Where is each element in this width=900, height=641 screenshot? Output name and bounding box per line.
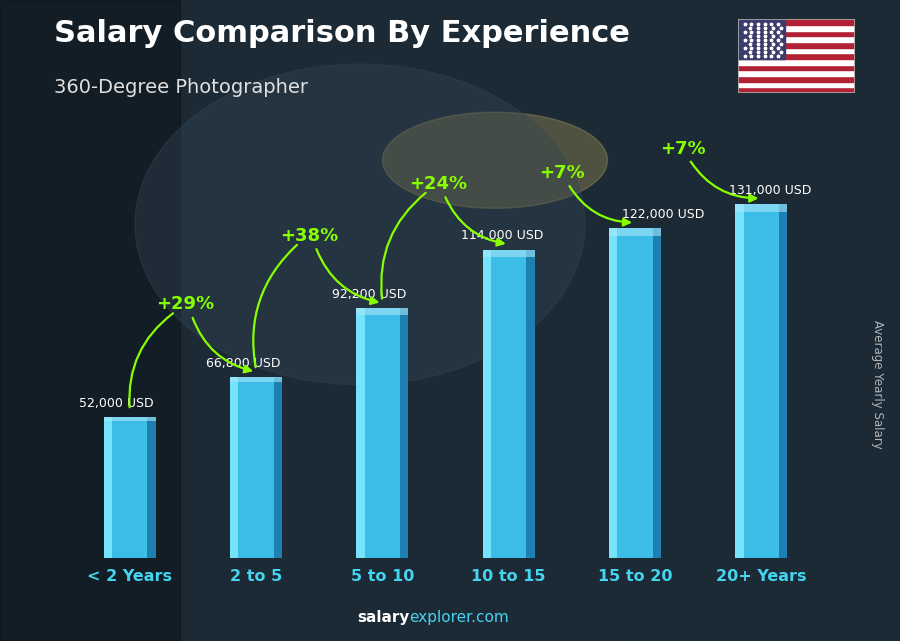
Bar — [148, 417, 156, 558]
Bar — [738, 19, 785, 59]
Text: Salary Comparison By Experience: Salary Comparison By Experience — [54, 19, 630, 48]
Text: 122,000 USD: 122,000 USD — [622, 208, 705, 221]
Text: 360-Degree Photographer: 360-Degree Photographer — [54, 78, 308, 97]
Bar — [230, 377, 282, 558]
Bar — [735, 204, 788, 212]
Bar — [526, 249, 535, 558]
Text: 114,000 USD: 114,000 USD — [461, 229, 543, 242]
Text: +7%: +7% — [660, 140, 706, 158]
Bar — [356, 308, 365, 558]
Bar — [738, 53, 855, 59]
Bar — [400, 308, 409, 558]
Bar — [738, 47, 855, 53]
Bar — [356, 308, 409, 558]
Text: explorer.com: explorer.com — [410, 610, 509, 625]
Bar — [738, 37, 855, 42]
Bar — [482, 249, 535, 558]
Text: 92,200 USD: 92,200 USD — [332, 288, 406, 301]
Bar — [482, 249, 491, 558]
Bar — [0, 0, 180, 641]
Bar — [230, 377, 238, 558]
Bar — [104, 417, 112, 558]
Bar — [738, 19, 855, 25]
Bar — [735, 204, 743, 558]
Text: +7%: +7% — [539, 164, 584, 182]
Bar — [104, 417, 156, 558]
Bar — [778, 204, 788, 558]
Bar — [738, 25, 855, 31]
Bar — [738, 31, 855, 37]
Bar — [738, 87, 855, 93]
Bar — [630, 0, 900, 641]
Bar — [356, 308, 409, 315]
Text: 66,800 USD: 66,800 USD — [205, 357, 280, 370]
Bar — [609, 228, 617, 558]
Bar — [609, 228, 661, 236]
Bar — [738, 65, 855, 71]
Bar — [609, 228, 661, 558]
Bar — [738, 71, 855, 76]
Text: +29%: +29% — [157, 296, 214, 313]
Bar — [104, 417, 156, 421]
Bar — [735, 204, 788, 558]
Bar — [738, 81, 855, 87]
Text: salary: salary — [357, 610, 410, 625]
Bar — [738, 42, 855, 47]
Bar — [738, 76, 855, 81]
Text: 131,000 USD: 131,000 USD — [729, 183, 812, 197]
Text: 52,000 USD: 52,000 USD — [79, 397, 154, 410]
Bar — [482, 249, 535, 257]
Bar — [738, 59, 855, 65]
Text: +38%: +38% — [280, 227, 338, 245]
Bar — [652, 228, 661, 558]
Ellipse shape — [382, 112, 608, 208]
Text: +24%: +24% — [409, 175, 467, 193]
Ellipse shape — [135, 64, 585, 385]
Bar — [230, 377, 282, 381]
Text: Average Yearly Salary: Average Yearly Salary — [871, 320, 884, 449]
Bar — [274, 377, 282, 558]
